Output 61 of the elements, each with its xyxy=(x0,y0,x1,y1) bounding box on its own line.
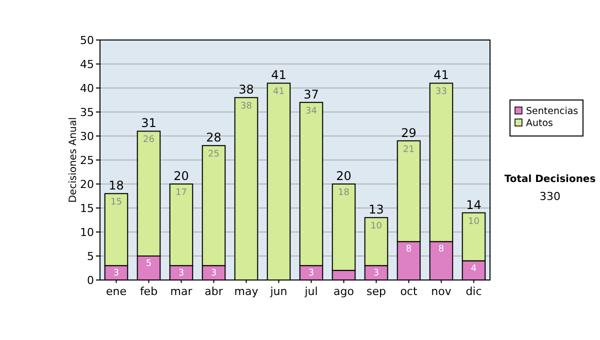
x-tick-label: jul xyxy=(304,285,318,298)
total-label: 14 xyxy=(466,198,482,212)
data-label: 3 xyxy=(113,268,120,279)
data-label: 3 xyxy=(178,268,184,279)
total-label: 37 xyxy=(304,87,319,102)
data-label: 3 xyxy=(210,268,217,279)
total-label: 28 xyxy=(206,130,222,145)
y-tick-label: 15 xyxy=(80,202,94,215)
y-tick-label: 40 xyxy=(80,82,94,95)
data-label: 34 xyxy=(306,106,318,116)
y-tick-label: 25 xyxy=(80,154,94,167)
data-label: 8 xyxy=(438,244,444,255)
y-tick-label: 10 xyxy=(80,226,94,239)
x-tick-label: may xyxy=(234,285,259,298)
data-label: 41 xyxy=(273,87,284,98)
data-label: 3 xyxy=(373,268,380,279)
x-tick-label: dic xyxy=(466,285,482,298)
data-label: 21 xyxy=(403,144,414,155)
x-tick-label: oct xyxy=(400,285,418,298)
total-label: 18 xyxy=(108,178,124,193)
x-tick-label: abr xyxy=(204,285,224,298)
total-label: 41 xyxy=(271,68,286,82)
total-label: 38 xyxy=(238,82,254,97)
total-label: 31 xyxy=(141,116,156,130)
x-tick-label: ago xyxy=(334,285,354,298)
data-label: 3 xyxy=(308,268,314,279)
y-tick-label: 20 xyxy=(80,178,94,191)
x-tick-label: nov xyxy=(431,285,452,298)
data-label: 4 xyxy=(470,264,477,274)
y-axis-title: Decisiones Anual xyxy=(68,117,79,203)
data-label: 15 xyxy=(110,198,122,208)
y-tick-label: 50 xyxy=(80,34,94,47)
x-tick-label: ene xyxy=(106,285,127,298)
data-label: 38 xyxy=(240,102,252,112)
data-label: 5 xyxy=(146,259,152,269)
data-label: 25 xyxy=(208,150,220,160)
data-label: 26 xyxy=(143,135,155,146)
total-label: 20 xyxy=(174,169,189,183)
legend-label: Autos xyxy=(526,118,554,129)
data-label: 18 xyxy=(338,188,350,198)
data-label: 10 xyxy=(468,216,480,227)
x-tick-label: sep xyxy=(366,285,386,298)
y-tick-label: 45 xyxy=(80,58,94,71)
x-tick-label: feb xyxy=(140,285,158,298)
total-label: 13 xyxy=(368,202,384,217)
total-label: 41 xyxy=(434,68,449,82)
y-tick-label: 30 xyxy=(80,130,94,143)
total-label: 29 xyxy=(401,126,416,140)
x-tick-label: mar xyxy=(170,285,193,298)
text: Total Decisiones xyxy=(504,174,596,185)
data-label: 8 xyxy=(406,244,412,255)
x-tick-label: jun xyxy=(269,285,288,298)
data-label: 10 xyxy=(370,222,382,232)
data-label: 17 xyxy=(176,188,187,198)
y-tick-label: 35 xyxy=(80,106,94,119)
total-label: 20 xyxy=(336,169,352,183)
text: 330 xyxy=(540,190,560,203)
y-tick-label: 0 xyxy=(87,274,94,287)
legend-label: Sentencias xyxy=(526,106,578,117)
data-label: 33 xyxy=(436,87,447,98)
y-tick-label: 5 xyxy=(87,250,94,263)
